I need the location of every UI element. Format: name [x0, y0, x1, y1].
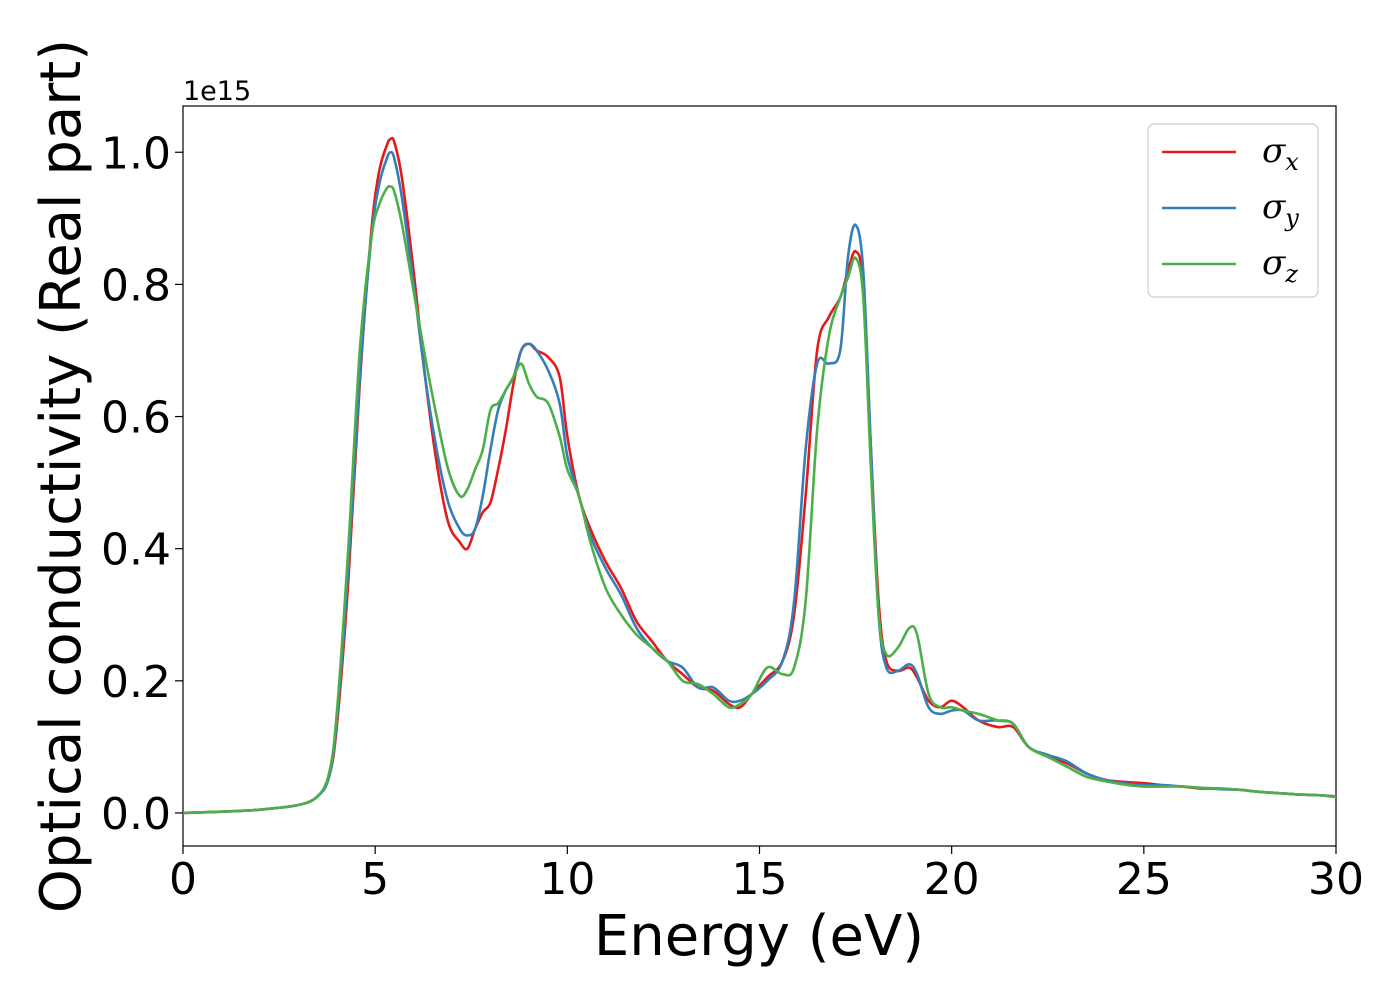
y-offset-label: 1e15 [183, 76, 251, 107]
y-tick-label: 1.0 [101, 128, 171, 179]
x-tick-label: 0 [169, 854, 197, 905]
x-axis-title: Energy (eV) [594, 904, 924, 969]
y-tick-label: 0.0 [101, 789, 171, 840]
legend-box [1147, 123, 1319, 298]
x-tick-label: 15 [732, 854, 788, 905]
series-line-z [182, 184, 1337, 815]
legend-label-x: σx [1262, 131, 1299, 176]
legend: σx σy σz [1147, 123, 1319, 298]
x-tick-label: 25 [1116, 854, 1172, 905]
y-tick-label: 0.2 [101, 657, 171, 708]
x-tick-label: 30 [1308, 854, 1364, 905]
series-line-y [182, 150, 1337, 815]
x-tick-label: 20 [924, 854, 980, 905]
legend-label-z: σz [1262, 243, 1298, 288]
y-axis-title: Optical conductivity (Real part) [29, 39, 94, 913]
legend-label-y: σy [1262, 187, 1299, 232]
y-tick-label: 0.6 [101, 393, 171, 444]
y-tick-label: 0.4 [101, 525, 171, 576]
series-layer [182, 136, 1337, 815]
y-tick-label: 0.8 [101, 260, 171, 311]
x-tick-label: 10 [539, 854, 595, 905]
ticks-layer: 0 5 10 15 20 25 30 0.0 0.2 0.4 0.6 0.8 1.0 [101, 128, 1364, 905]
x-tick-label: 5 [361, 854, 389, 905]
